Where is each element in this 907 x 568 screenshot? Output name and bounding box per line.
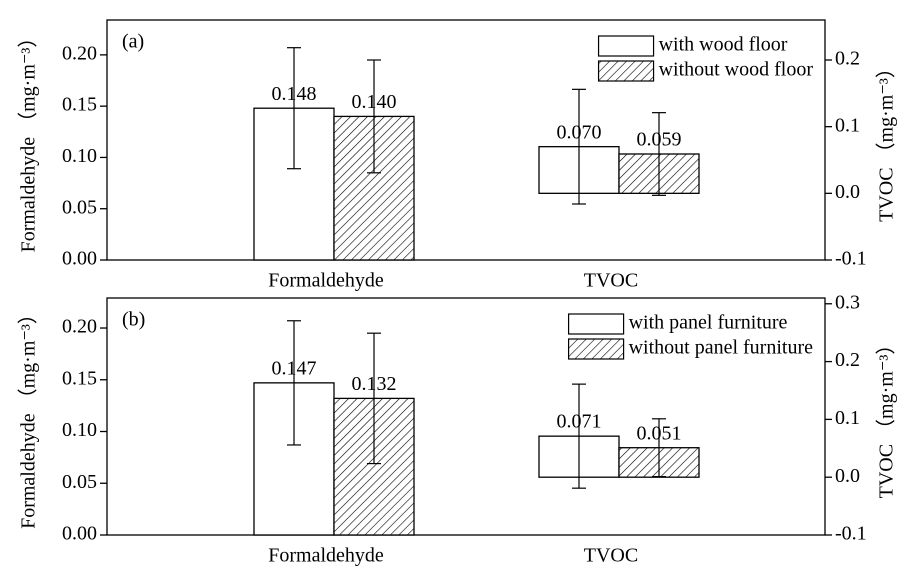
legend-label: without panel furniture — [629, 337, 814, 359]
y-axis-title: Formaldehyde （mg·m⁻³） — [17, 28, 40, 253]
y2-axis-title: TVOC （mg·m⁻³） — [875, 58, 898, 222]
x-tick-label: TVOC — [584, 545, 638, 567]
legend-swatch — [567, 313, 625, 335]
x-tick-label: Formaldehyde — [268, 545, 384, 567]
y-tick-label: 0.20 — [62, 316, 97, 338]
y-tick-label: 0.15 — [62, 94, 97, 116]
data-label: 0.051 — [637, 422, 682, 444]
y-tick-label: 0.05 — [62, 196, 97, 218]
y2-tick-label: 0.1 — [835, 114, 860, 136]
y-tick-label: 0.00 — [62, 248, 97, 270]
data-label: 0.148 — [272, 83, 317, 105]
y2-tick-label: 0.0 — [835, 181, 860, 203]
y2-tick-label: 0.2 — [835, 48, 860, 70]
y-tick-label: 0.10 — [62, 419, 97, 441]
y2-tick-label: -0.1 — [835, 248, 867, 270]
panel-label: (b) — [122, 309, 145, 331]
y-tick-label: 0.05 — [62, 471, 97, 493]
y-tick-label: 0.00 — [62, 523, 97, 545]
y-axis-title: Formaldehyde （mg·m⁻³） — [17, 304, 40, 529]
x-tick-label: TVOC — [584, 270, 638, 292]
legend-label: with wood floor — [659, 34, 788, 56]
data-label: 0.132 — [352, 373, 397, 395]
y2-tick-label: 0.2 — [835, 349, 860, 371]
data-label: 0.147 — [272, 357, 317, 379]
y2-tick-label: -0.1 — [835, 523, 867, 545]
data-label: 0.140 — [352, 91, 397, 113]
x-tick-label: Formaldehyde — [268, 270, 384, 292]
y-tick-label: 0.20 — [62, 42, 97, 64]
y-tick-label: 0.15 — [62, 367, 97, 389]
y2-tick-label: 0.1 — [835, 407, 860, 429]
y2-tick-label: 0.0 — [835, 465, 860, 487]
legend-label: without wood floor — [659, 59, 814, 81]
plot-frame — [106, 19, 826, 261]
y-tick-label: 0.10 — [62, 145, 97, 167]
legend-swatch — [597, 35, 655, 57]
data-label: 0.070 — [557, 121, 602, 143]
legend-label: with panel furniture — [629, 312, 788, 334]
data-label: 0.071 — [557, 411, 602, 433]
y2-axis-title: TVOC （mg·m⁻³） — [875, 335, 898, 499]
panel-label: (a) — [122, 31, 144, 53]
legend-swatch — [567, 338, 625, 360]
legend-swatch — [597, 60, 655, 82]
data-label: 0.059 — [637, 129, 682, 151]
plot-frame — [106, 297, 826, 536]
y2-tick-label: 0.3 — [835, 291, 860, 313]
